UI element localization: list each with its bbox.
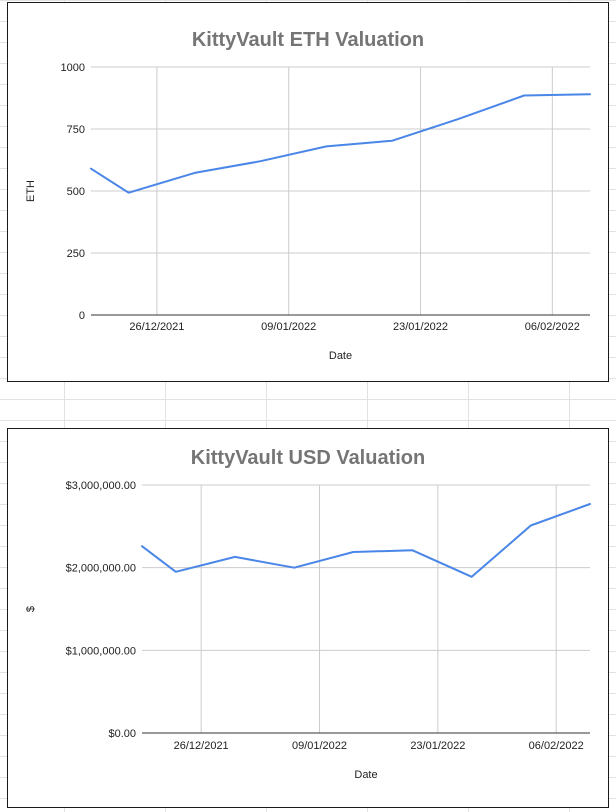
- eth-y-tick-label: 250: [67, 248, 85, 260]
- eth-valuation-chart: KittyVault ETH Valuation 0 250 500 750 1000 26…: [7, 2, 609, 382]
- usd-x-tick-label: 06/02/2022: [529, 740, 584, 752]
- eth-y-axis-label: ETH: [25, 180, 37, 202]
- usd-x-tick-label: 09/01/2022: [292, 740, 347, 752]
- usd-x-axis-label: Date: [354, 769, 377, 781]
- usd-y-axis-label: $: [25, 606, 37, 612]
- eth-x-tick-label: 09/01/2022: [261, 321, 316, 333]
- eth-x-axis-label: Date: [329, 350, 352, 362]
- usd-y-tick-label: $2,000,000.00: [66, 563, 136, 575]
- usd-chart-svg: KittyVault USD Valuation $0.00 $1,000,000.…: [25, 447, 591, 781]
- usd-valuation-chart: KittyVault USD Valuation $0.00 $1,000,000.…: [7, 428, 609, 808]
- eth-series-line: [90, 93, 591, 194]
- eth-x-tick-label: 26/12/2021: [129, 321, 184, 333]
- usd-y-tick-label: $0.00: [108, 728, 136, 740]
- usd-chart-title: KittyVault USD Valuation: [191, 447, 425, 469]
- eth-y-tick-label: 750: [67, 124, 85, 136]
- usd-y-tick-label: $1,000,000.00: [66, 645, 136, 657]
- eth-chart-title: KittyVault ETH Valuation: [192, 29, 424, 51]
- eth-x-tick-label: 23/01/2022: [393, 321, 448, 333]
- usd-x-tick-label: 23/01/2022: [410, 740, 465, 752]
- usd-series-line: [141, 503, 591, 578]
- eth-y-tick-label: 0: [79, 310, 85, 322]
- eth-x-tick-label: 06/02/2022: [525, 321, 580, 333]
- usd-x-tick-label: 26/12/2021: [174, 740, 229, 752]
- eth-y-tick-label: 500: [67, 186, 85, 198]
- eth-chart-svg: KittyVault ETH Valuation 0 250 500 750 1000 26…: [25, 29, 591, 362]
- eth-y-tick-label: 1000: [61, 62, 85, 74]
- usd-y-tick-label: $3,000,000.00: [66, 480, 136, 492]
